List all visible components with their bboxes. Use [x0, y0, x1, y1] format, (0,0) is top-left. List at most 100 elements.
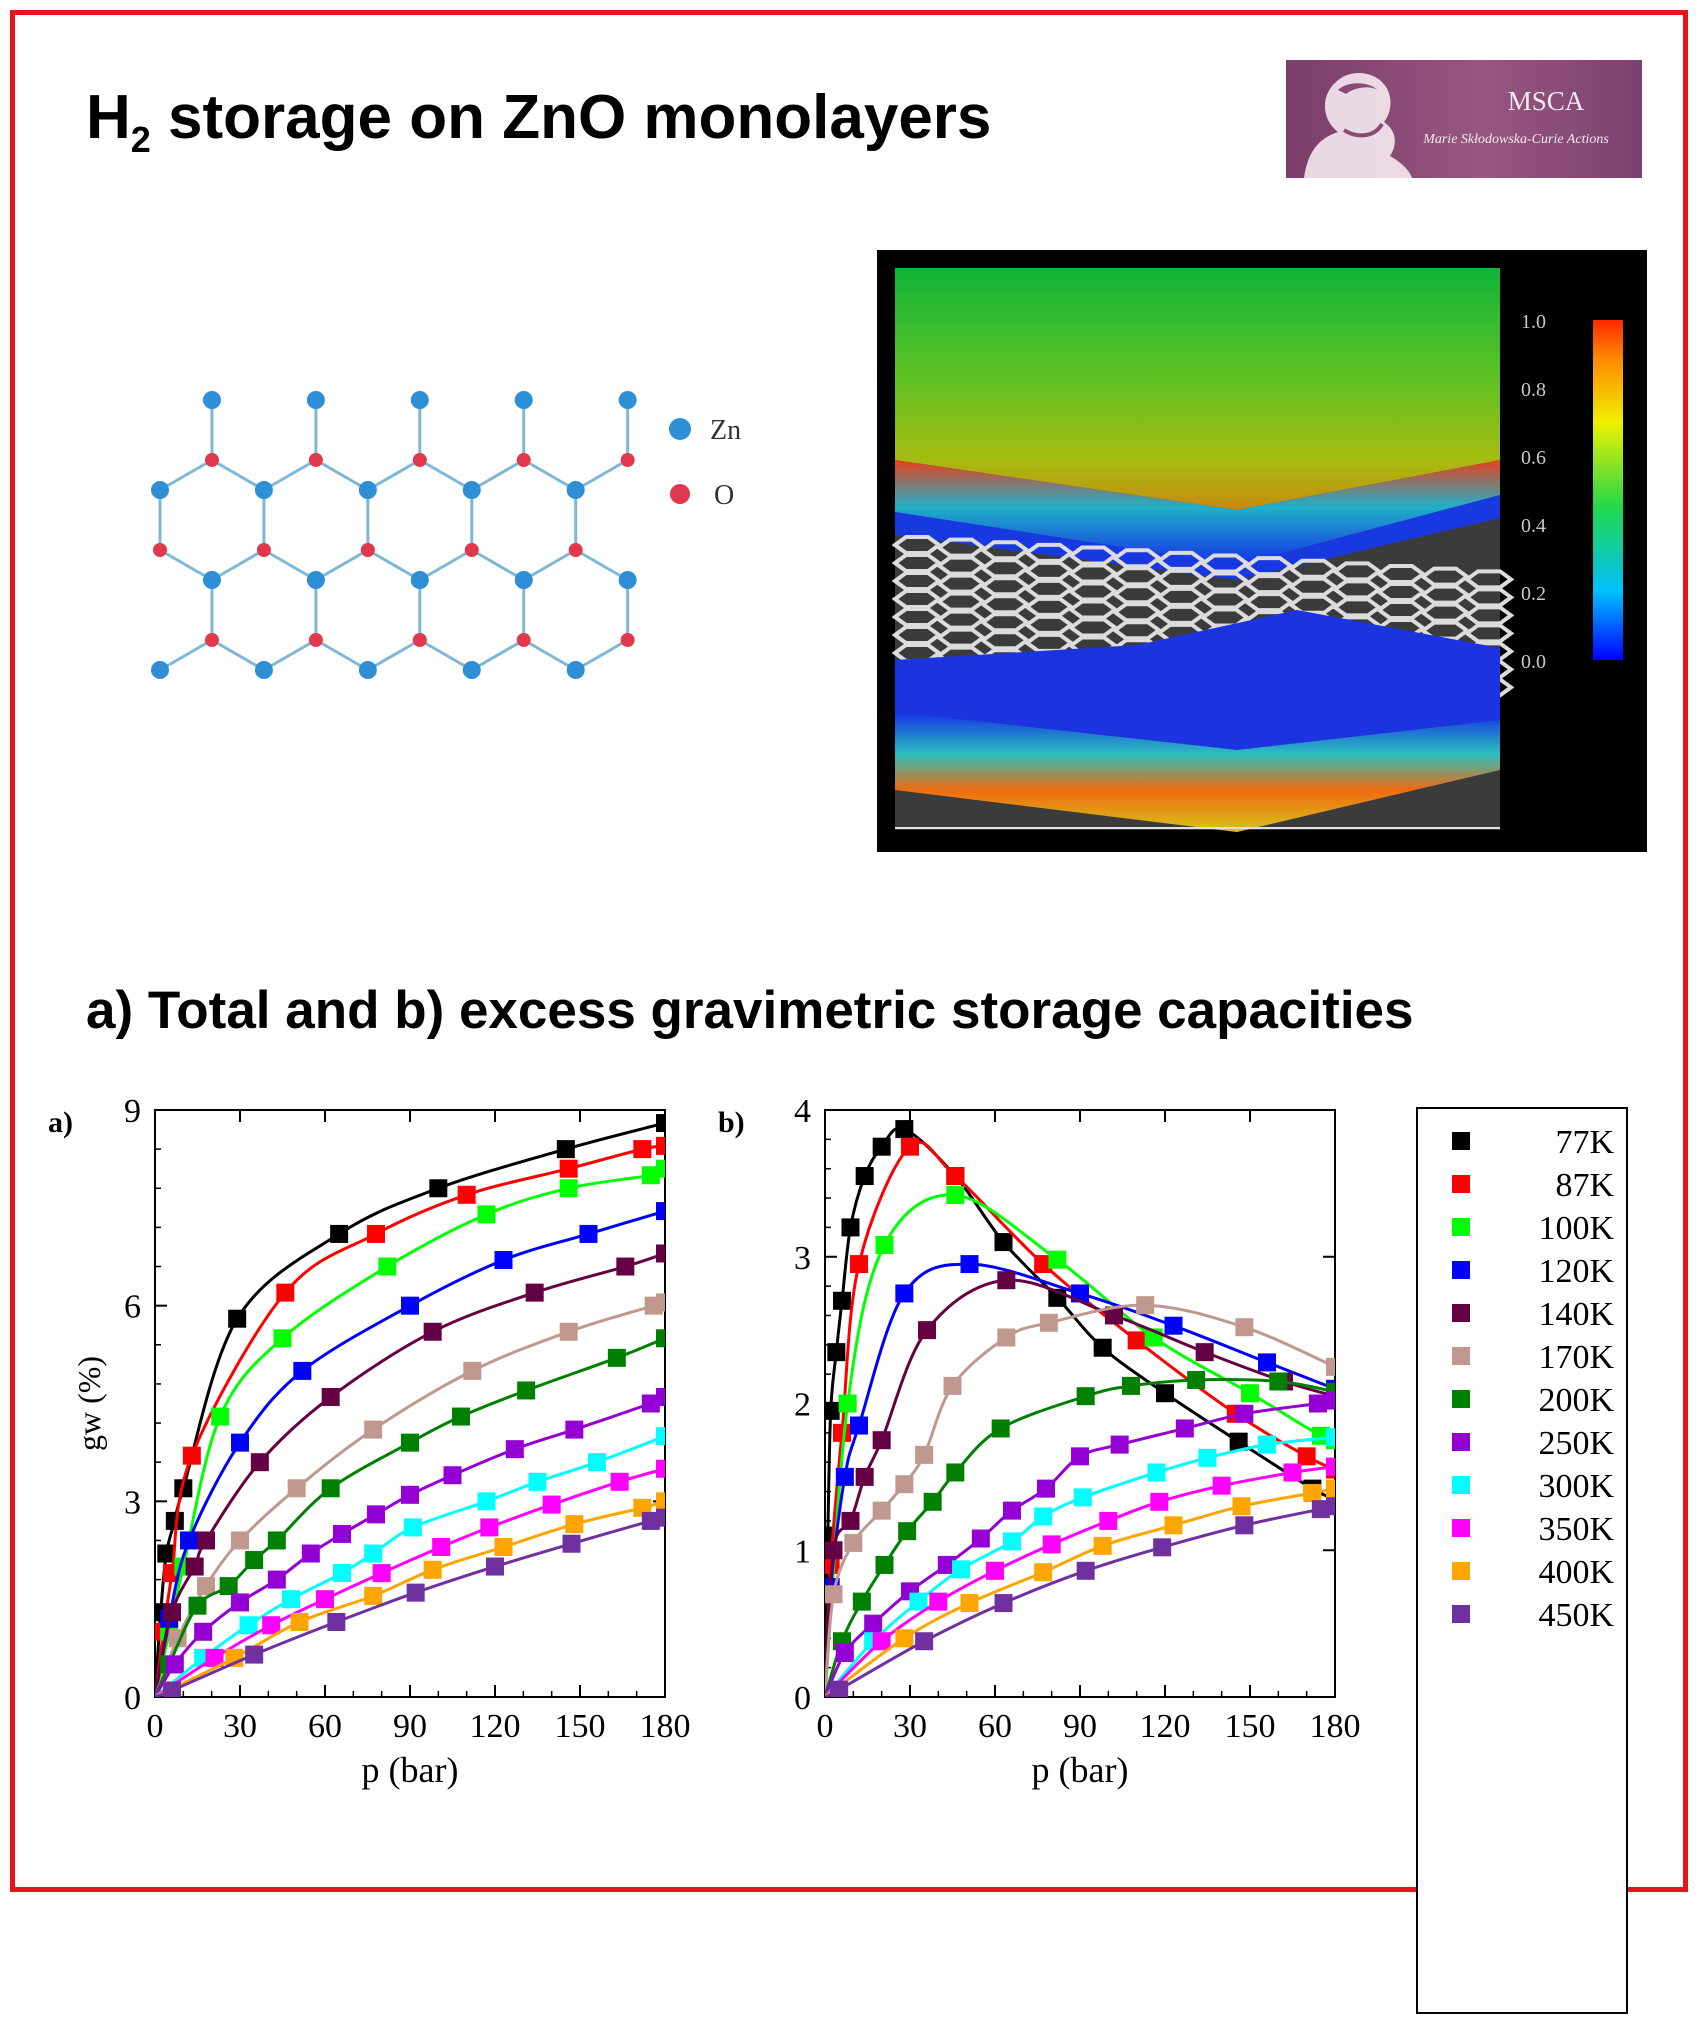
data-point	[367, 1224, 385, 1243]
data-point	[267, 1570, 286, 1589]
zinc-atom	[254, 481, 273, 499]
data-point	[301, 1544, 320, 1563]
data-point	[559, 1322, 578, 1341]
zinc-atom	[566, 661, 585, 679]
data-point	[174, 1479, 193, 1498]
lattice-bond	[263, 638, 317, 672]
data-point	[542, 1495, 561, 1514]
legend-frame	[1416, 1107, 1628, 2014]
data-point	[231, 1531, 249, 1550]
data-point	[850, 1255, 868, 1274]
legend-swatch	[1452, 1347, 1470, 1365]
data-point	[367, 1505, 385, 1524]
zinc-atom	[410, 391, 429, 409]
data-point	[1297, 1447, 1316, 1466]
data-point	[1269, 1372, 1288, 1391]
data-point	[1164, 1316, 1183, 1335]
data-point	[946, 1186, 965, 1205]
y-tick-label: 3	[124, 1484, 141, 1521]
data-point	[875, 1555, 894, 1574]
lattice-bonds	[158, 400, 630, 672]
data-point	[1187, 1371, 1206, 1390]
zno-lattice-diagram: Zn O	[151, 391, 741, 679]
data-point	[494, 1251, 513, 1270]
oxygen-atom	[308, 453, 323, 467]
data-point	[841, 1511, 860, 1530]
data-point	[188, 1596, 207, 1615]
lattice-bond	[419, 548, 473, 582]
x-tick-label: 120	[470, 1708, 521, 1745]
oxygen-atom	[360, 543, 375, 557]
series-350K	[155, 1459, 665, 1697]
series-140K	[155, 1244, 665, 1697]
upper-slab-edge	[895, 460, 1500, 565]
data-point	[997, 1328, 1016, 1347]
data-point	[556, 1140, 575, 1159]
data-point	[656, 1427, 665, 1446]
series-line	[155, 1144, 665, 1697]
data-point	[1037, 1479, 1055, 1498]
data-point	[838, 1394, 857, 1413]
data-point	[443, 1466, 462, 1485]
lattice-bond	[471, 548, 525, 582]
data-point	[401, 1433, 419, 1452]
data-point	[273, 1329, 292, 1348]
y-tick-label: 4	[794, 1093, 811, 1130]
oxygen-atom	[620, 633, 635, 647]
x-tick-label: 180	[1310, 1708, 1361, 1745]
oxygen-atom	[620, 453, 635, 467]
lattice-bond	[159, 458, 213, 492]
zinc-atom	[618, 571, 637, 589]
upper-density-slab	[895, 268, 1500, 510]
data-point	[1326, 1497, 1335, 1516]
data-point	[952, 1560, 970, 1579]
data-point	[997, 1271, 1016, 1290]
data-point	[656, 1508, 665, 1527]
legend-swatch	[1452, 1562, 1470, 1580]
data-point	[401, 1485, 419, 1504]
data-point	[559, 1179, 578, 1198]
data-point	[290, 1612, 309, 1631]
lattice-bond	[367, 548, 421, 582]
data-point	[1229, 1432, 1248, 1451]
oxygen-atom	[516, 453, 531, 467]
data-point	[656, 1244, 665, 1263]
x-axis-label: p (bar)	[1032, 1750, 1129, 1790]
data-point	[610, 1472, 629, 1491]
oxygen-atom	[516, 633, 531, 647]
data-point	[929, 1592, 948, 1611]
portrait-silhouette-icon	[1304, 73, 1412, 178]
data-point	[1039, 1313, 1058, 1332]
data-point	[960, 1255, 979, 1274]
data-point	[494, 1537, 513, 1556]
lattice-bond	[315, 548, 369, 582]
data-point	[1311, 1500, 1330, 1519]
data-point	[1093, 1338, 1112, 1357]
x-tick-label: 120	[1140, 1708, 1191, 1745]
data-point	[1326, 1357, 1335, 1376]
zinc-atom	[306, 571, 325, 589]
lattice-bond	[315, 458, 369, 492]
oxygen-atom	[568, 543, 583, 557]
colorbar-tick: 0.0	[1521, 651, 1546, 673]
zinc-atom	[151, 661, 169, 679]
lattice-bond	[159, 638, 213, 672]
lattice-bond	[574, 458, 629, 492]
data-point	[1235, 1318, 1254, 1337]
data-point	[282, 1590, 300, 1609]
data-point	[844, 1533, 863, 1552]
data-point	[1071, 1447, 1089, 1466]
zinc-atom	[410, 571, 429, 589]
data-point	[231, 1593, 249, 1612]
data-point	[293, 1361, 312, 1380]
chart-legend: 77K 87K 100K 120K 140K 170K 200K 250K 300K 350K 40…	[1416, 1107, 1628, 2014]
data-point	[1034, 1255, 1053, 1274]
data-point	[1283, 1463, 1302, 1482]
data-point	[1105, 1306, 1123, 1325]
data-point	[1258, 1353, 1276, 1372]
data-point	[372, 1564, 391, 1583]
oxygen-atom	[412, 633, 427, 647]
x-tick-label: 150	[1225, 1708, 1276, 1745]
chart-excess-capacity: 0 30 60 90 120 150 180 0 1 2 3 4 p (bar) b)	[718, 1093, 1361, 1790]
legend-swatch	[1452, 1433, 1470, 1451]
